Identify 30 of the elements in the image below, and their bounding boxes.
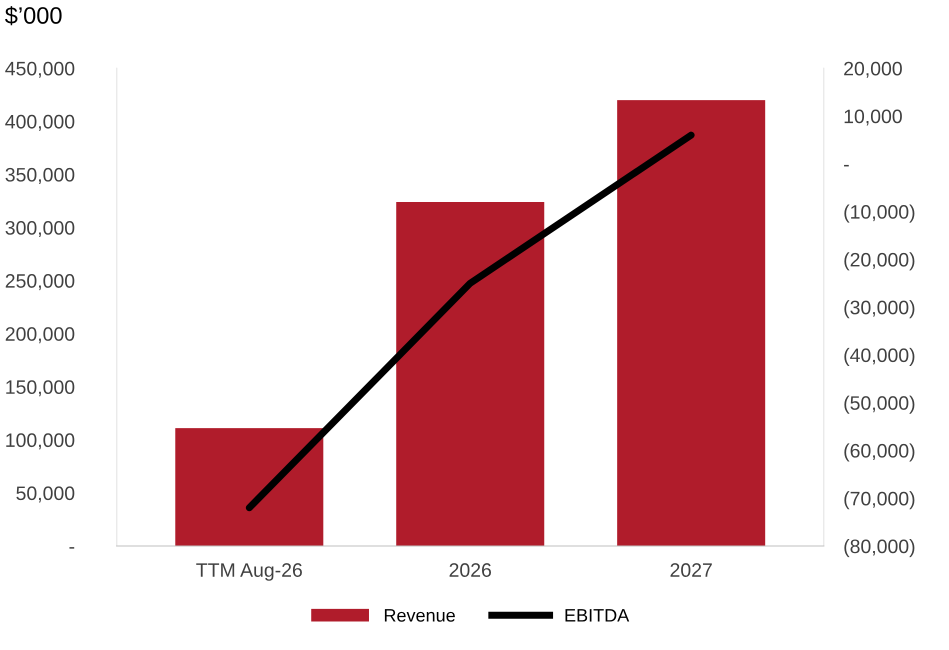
y-tick-label: 350,000 — [6, 168, 74, 184]
x-tick-label: 2027 — [670, 563, 712, 577]
y-tick-label: 250,000 — [6, 274, 74, 290]
y2-tick-label: (60,000) — [844, 443, 914, 462]
y-tick-label: 100,000 — [6, 433, 74, 450]
legend-label: Revenue — [384, 609, 455, 622]
y2-tick-label: (10,000) — [844, 204, 914, 223]
bar — [175, 428, 324, 546]
bar — [617, 100, 766, 546]
bar — [396, 202, 544, 546]
y-tick-label: 50,000 — [16, 486, 74, 502]
y-tick-label: - — [69, 547, 74, 549]
y2-tick-label: (70,000) — [844, 491, 914, 510]
y2-tick-label: (50,000) — [844, 396, 914, 414]
y-tick-label: 200,000 — [6, 327, 74, 344]
x-tick-label: 2026 — [450, 563, 492, 577]
y-tick-label: 400,000 — [5, 114, 74, 131]
y2-tick-label: 20,000 — [844, 62, 902, 78]
y2-tick-label: - — [844, 164, 849, 166]
y2-tick-label: (80,000) — [844, 538, 914, 558]
x-tick-label: TTM Aug-26 — [196, 563, 302, 581]
y2-tick-label: (40,000) — [844, 348, 914, 366]
legend-label: EBITDA — [566, 609, 630, 622]
y2-tick-label: 10,000 — [844, 109, 902, 126]
y-axis-title: $’000 — [5, 6, 62, 26]
y-tick-label: 300,000 — [6, 220, 74, 238]
y2-tick-label: (30,000) — [844, 300, 914, 318]
y-tick-label: 450,000 — [5, 62, 74, 78]
y-tick-label: 150,000 — [6, 380, 74, 396]
y2-tick-label: (20,000) — [844, 252, 914, 270]
